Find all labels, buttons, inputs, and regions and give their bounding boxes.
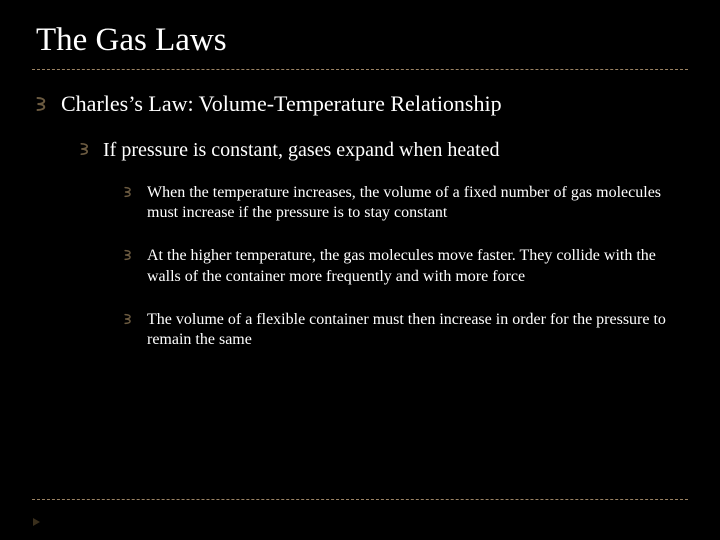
bullet-level2: If pressure is constant, gases expand wh…: [32, 138, 688, 163]
bullet-level3: The volume of a flexible container must …: [32, 310, 688, 352]
bullet-l1-text: Charles’s Law: Volume-Temperature Relati…: [61, 90, 502, 118]
slide-title: The Gas Laws: [32, 22, 688, 59]
bullet-l2-text: If pressure is constant, gases expand wh…: [103, 138, 500, 163]
fleuron-icon: [36, 93, 51, 115]
bullet-l3-text: The volume of a flexible container must …: [147, 310, 687, 352]
divider-bottom: [32, 499, 688, 500]
bullet-level3: When the temperature increases, the volu…: [32, 183, 688, 225]
fleuron-icon: [124, 185, 135, 199]
slide: The Gas Laws Charles’s Law: Volume-Tempe…: [0, 0, 720, 540]
bullet-l3-text: When the temperature increases, the volu…: [147, 183, 687, 225]
bullet-l3-text: At the higher temperature, the gas molec…: [147, 246, 687, 288]
fleuron-icon: [124, 312, 135, 326]
fleuron-icon: [124, 248, 135, 262]
play-icon: [32, 514, 42, 524]
bullet-level3: At the higher temperature, the gas molec…: [32, 246, 688, 288]
fleuron-icon: [80, 140, 93, 158]
divider-top: [32, 69, 688, 70]
bullet-level1: Charles’s Law: Volume-Temperature Relati…: [32, 90, 688, 118]
